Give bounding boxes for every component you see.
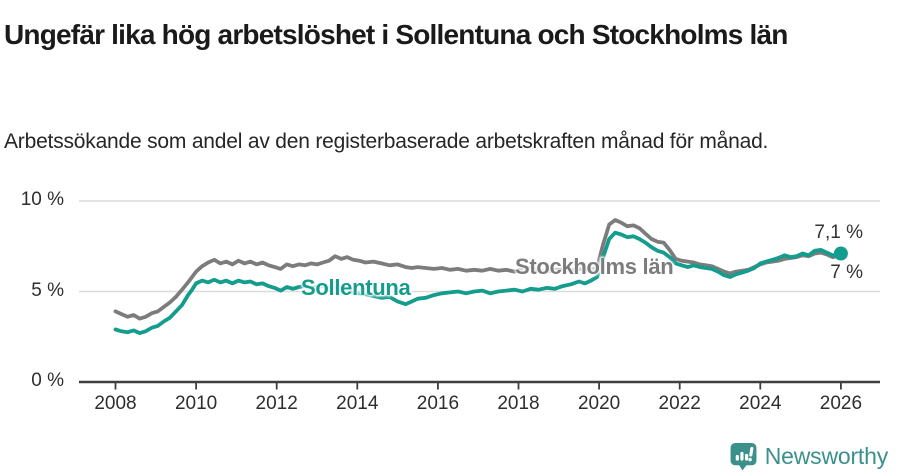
- brand-name: Newsworthy: [764, 442, 888, 469]
- footer-brand: Newsworthy: [729, 441, 888, 471]
- page-title: Ungefär lika hög arbetslöshet i Sollentu…: [4, 18, 788, 50]
- page-subtitle: Arbetssökande som andel av den registerb…: [4, 130, 769, 153]
- newsworthy-logo-icon: [730, 442, 757, 470]
